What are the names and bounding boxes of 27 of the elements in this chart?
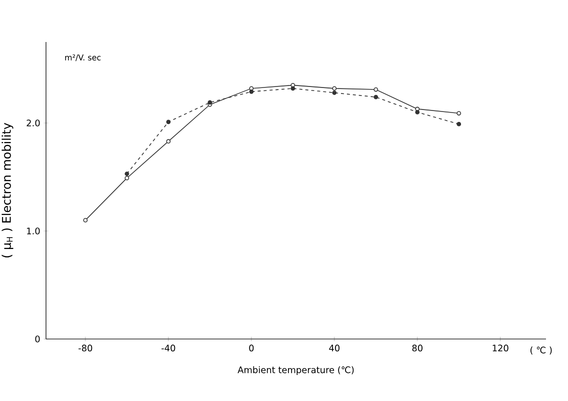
- point: [83, 218, 88, 222]
- point: [290, 83, 296, 88]
- point: [374, 87, 378, 92]
- y-tick-label: 0: [35, 336, 40, 342]
- point: [124, 176, 130, 180]
- point: [456, 111, 462, 116]
- point: [415, 110, 420, 114]
- point: [456, 122, 462, 126]
- point: [332, 90, 337, 95]
- x-tick-label: -80: [78, 344, 92, 352]
- x-tick-label: 0: [249, 344, 254, 352]
- text: ( ℃ ): [530, 346, 552, 355]
- point: [374, 94, 378, 100]
- x-tick-label: 40: [329, 344, 340, 352]
- point: [124, 172, 130, 176]
- y-tick-label: 1.0: [27, 228, 40, 234]
- point: [332, 86, 337, 91]
- point: [290, 86, 296, 91]
- y-axis-title: ( μ$_{H}$ ) Electron mobility: [2, 122, 14, 258]
- x-tick-label: 120: [492, 344, 508, 352]
- x-tick-label: 80: [412, 344, 422, 352]
- point: [249, 89, 254, 94]
- y-tick-label: 2.0: [26, 120, 40, 126]
- point: [166, 139, 171, 144]
- point: [166, 120, 171, 124]
- x-axis-title: Ambient temperature (℃): [238, 366, 354, 375]
- x-tick-label: -40: [162, 344, 176, 352]
